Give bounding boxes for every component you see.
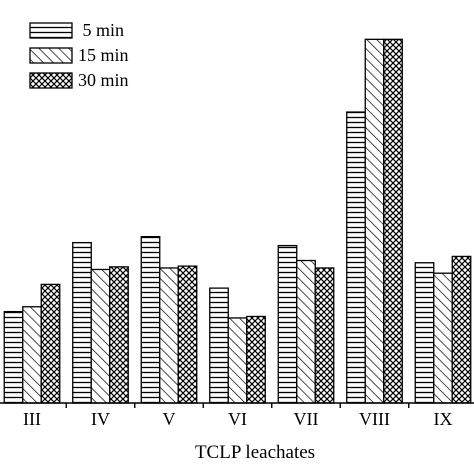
bar-iii-series-3 xyxy=(40,283,61,404)
bar-viii-series-2 xyxy=(364,38,385,404)
bar-vii-series-1 xyxy=(277,244,298,404)
legend-label-1: 5 min xyxy=(78,20,124,40)
legend-label-2: 15 min xyxy=(78,45,129,65)
legend: 5 min 15 min 30 min xyxy=(29,20,129,90)
bar-ix-series-3 xyxy=(451,255,472,404)
bar-ix-series-1 xyxy=(414,262,435,404)
x-tick-label: V xyxy=(163,409,176,429)
bar-iv-series-2 xyxy=(90,268,111,404)
legend-swatch-2 xyxy=(29,47,73,64)
bar-vii-series-3 xyxy=(314,267,335,404)
bar-viii-series-1 xyxy=(346,111,366,404)
bar-viii-series-3 xyxy=(383,38,403,404)
bar-v-series-2 xyxy=(159,267,179,404)
legend-label-3: 30 min xyxy=(78,70,129,90)
bar-iv-series-3 xyxy=(109,266,129,404)
bar-vi-series-3 xyxy=(246,315,266,404)
bar-vii-series-2 xyxy=(296,259,316,404)
bar-v-series-1 xyxy=(140,235,161,404)
x-tick-label: III xyxy=(23,409,41,429)
legend-swatch-1 xyxy=(29,22,73,39)
x-tick-labels: III IV V VI VII VIII IX xyxy=(23,409,452,429)
bar-iii-series-2 xyxy=(22,306,42,404)
bar-vi-series-2 xyxy=(227,317,248,404)
bars-layer xyxy=(3,38,472,404)
x-tick-label: VI xyxy=(228,409,247,429)
x-tick-label: VII xyxy=(294,409,319,429)
x-axis-label: TCLP leachates xyxy=(195,442,315,463)
bar-v-series-3 xyxy=(177,265,198,404)
x-tick-label: IV xyxy=(91,409,110,429)
x-axis xyxy=(0,402,474,408)
legend-swatch-3 xyxy=(29,72,73,89)
bar-iv-series-1 xyxy=(72,241,92,404)
x-tick-label: IX xyxy=(434,409,453,429)
bar-iii-series-1 xyxy=(3,310,24,404)
x-tick-label: VIII xyxy=(359,409,390,429)
bar-ix-series-2 xyxy=(433,272,453,404)
bar-vi-series-1 xyxy=(209,287,229,404)
